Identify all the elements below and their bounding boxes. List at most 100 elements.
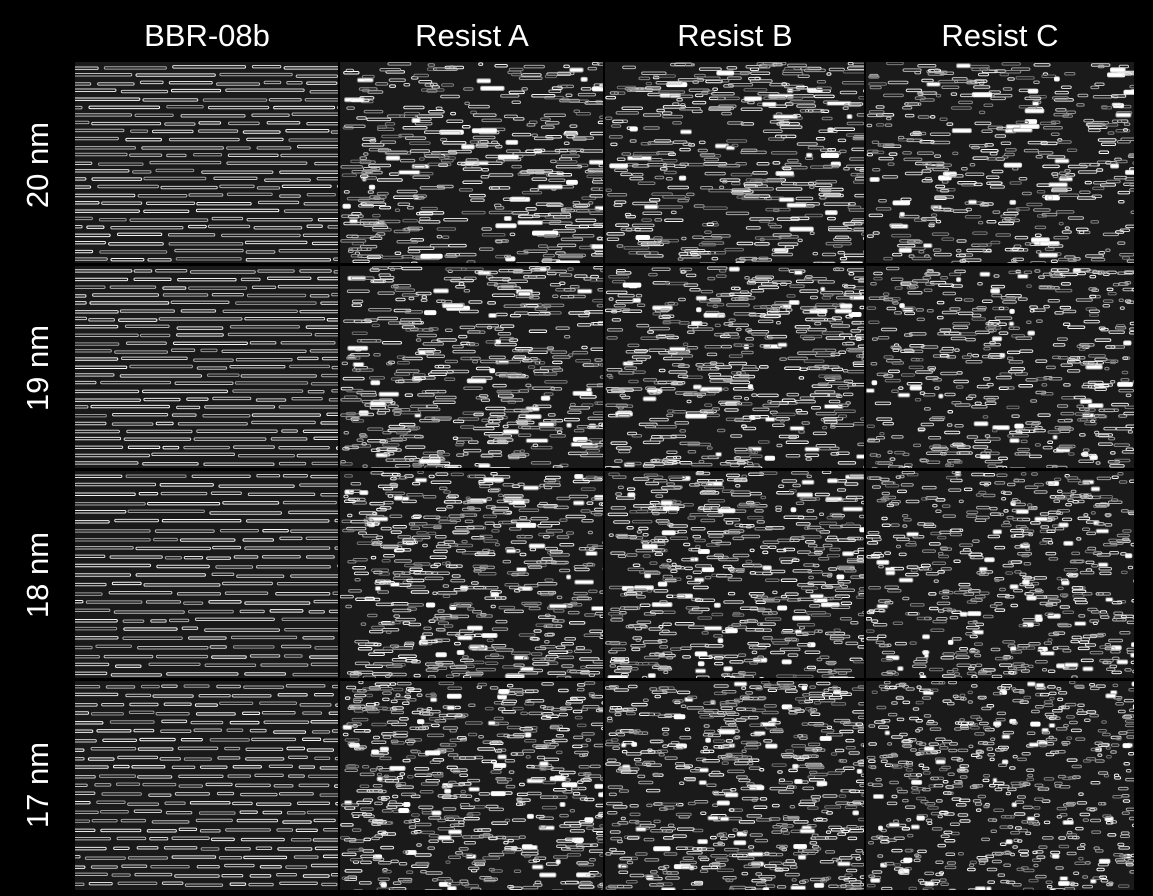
resist-feature — [1015, 424, 1023, 428]
resist-feature — [1035, 517, 1048, 521]
resist-feature — [443, 304, 464, 308]
resist-feature — [843, 552, 854, 556]
resist-feature — [394, 496, 402, 500]
resist-feature — [415, 478, 427, 482]
row-label: 17 nm — [20, 742, 55, 828]
resist-feature — [821, 154, 838, 158]
resist-feature — [1016, 510, 1028, 514]
row-label: 18 nm — [20, 532, 55, 618]
column-header: BBR-08b — [144, 18, 270, 53]
resist-feature — [343, 204, 350, 208]
resist-feature — [520, 667, 533, 671]
resist-feature — [927, 82, 940, 86]
resist-feature — [1098, 563, 1108, 567]
resist-feature — [802, 480, 814, 484]
resist-feature — [420, 459, 441, 463]
resist-feature — [412, 118, 420, 122]
resist-feature — [353, 363, 364, 367]
resist-feature — [648, 674, 655, 678]
resist-feature — [1055, 159, 1069, 163]
resist-feature — [669, 347, 685, 351]
resist-feature — [462, 145, 475, 149]
resist-feature — [1048, 196, 1053, 200]
resist-feature — [644, 205, 657, 209]
resist-feature — [370, 402, 385, 406]
resist-feature — [503, 430, 518, 434]
resist-feature — [872, 381, 877, 385]
resist-feature — [421, 636, 425, 640]
column-header: Resist B — [677, 18, 792, 53]
sem-panel — [866, 471, 1147, 679]
resist-feature — [481, 86, 504, 90]
resist-feature — [622, 586, 633, 590]
resist-feature — [472, 129, 496, 133]
resist-feature — [900, 212, 905, 216]
resist-feature — [467, 626, 482, 630]
resist-feature — [702, 568, 714, 572]
resist-feature — [1062, 581, 1069, 585]
resist-feature — [1049, 183, 1068, 187]
resist-feature — [567, 575, 571, 579]
resist-feature — [424, 311, 435, 315]
resist-feature — [790, 426, 804, 430]
resist-feature — [790, 227, 813, 231]
resist-feature — [518, 292, 530, 296]
resist-feature — [968, 200, 976, 204]
column-header: Resist A — [415, 18, 529, 53]
resist-feature — [1125, 554, 1131, 558]
resist-feature — [661, 501, 672, 505]
resist-feature — [419, 350, 426, 354]
resist-feature — [438, 836, 451, 840]
column-header: Resist C — [941, 18, 1058, 53]
resist-feature — [489, 313, 497, 317]
sem-panel — [340, 62, 623, 265]
resist-feature — [529, 544, 545, 548]
resist-feature — [696, 296, 706, 300]
resist-feature — [791, 508, 796, 512]
resist-feature — [840, 304, 852, 308]
sem-panel — [340, 471, 620, 680]
resist-feature — [793, 616, 810, 620]
resist-feature — [974, 422, 988, 426]
resist-feature — [658, 582, 667, 586]
sem-panel — [605, 62, 881, 266]
resist-feature — [847, 115, 852, 119]
resist-feature — [478, 464, 490, 468]
resist-feature — [573, 501, 584, 505]
resist-feature — [923, 244, 932, 248]
resist-feature — [1065, 663, 1078, 667]
resist-feature — [968, 612, 981, 616]
resist-feature — [724, 667, 732, 671]
sem-panel — [56, 681, 374, 890]
resist-feature — [627, 156, 651, 160]
resist-feature — [769, 94, 794, 98]
resist-feature — [560, 803, 565, 807]
resist-feature — [697, 308, 701, 312]
resist-feature — [667, 83, 687, 87]
resist-feature — [787, 203, 806, 207]
resist-feature — [516, 567, 526, 571]
resist-feature — [1090, 456, 1097, 460]
resist-feature — [426, 603, 434, 607]
resist-feature — [729, 267, 739, 271]
resist-feature — [434, 289, 449, 293]
resist-feature — [993, 530, 1002, 534]
resist-feature — [825, 211, 837, 215]
resist-feature — [581, 77, 587, 81]
resist-feature — [726, 629, 738, 633]
resist-feature — [716, 452, 722, 456]
resist-feature — [886, 571, 895, 575]
resist-feature — [575, 580, 594, 584]
resist-feature — [835, 309, 852, 313]
resist-feature — [1110, 68, 1125, 72]
resist-feature — [592, 245, 604, 249]
resist-feature — [662, 531, 675, 535]
resist-feature — [778, 343, 787, 347]
resist-feature — [718, 509, 735, 513]
resist-feature — [695, 652, 707, 656]
sem-panel — [866, 62, 1147, 266]
resist-feature — [1020, 124, 1039, 128]
resist-feature — [779, 198, 794, 202]
resist-feature — [526, 439, 548, 443]
resist-feature — [992, 337, 1001, 341]
